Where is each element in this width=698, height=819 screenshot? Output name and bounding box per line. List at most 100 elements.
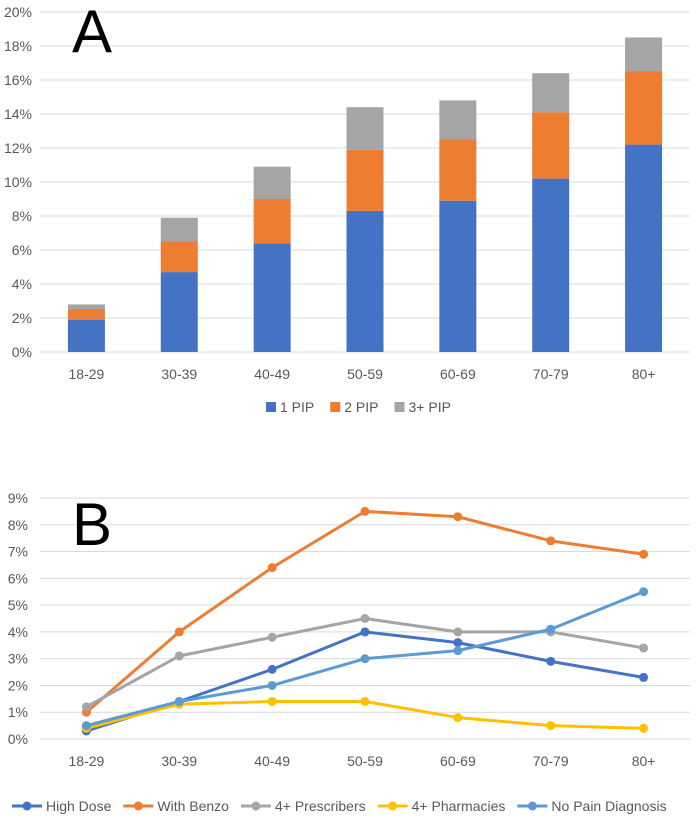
point-4-prescribers-50-59 bbox=[360, 614, 370, 623]
point-4-pharmacies-80+ bbox=[639, 723, 649, 733]
bar-3-pip-60-69 bbox=[439, 100, 477, 140]
chart-b-legend-label: 4+ Pharmacies bbox=[412, 798, 506, 814]
bar-3-pip-30-39 bbox=[160, 217, 198, 242]
chart-b-x-tick-label: 18-29 bbox=[69, 753, 105, 769]
chart-b-y-tick-label: 1% bbox=[8, 704, 28, 720]
chart-b-legend-label: High Dose bbox=[46, 798, 112, 814]
point-high-dose-60-69 bbox=[453, 638, 463, 648]
chart-a-x-tick-label: 40-49 bbox=[254, 366, 290, 382]
line-high-dose bbox=[85, 630, 644, 733]
bar-1-pip-50-59 bbox=[346, 210, 384, 352]
chart-b-y-tick-label: 7% bbox=[8, 544, 28, 560]
chart-a-legend: 1 PIP 2 PIP 3+ PIP bbox=[266, 399, 451, 415]
chart-b-x-tick-label: 40-49 bbox=[254, 753, 290, 769]
chart-a-x-tick-label: 50-59 bbox=[347, 366, 383, 382]
bar-1-pip-18-29 bbox=[67, 319, 105, 352]
chart-b-x-tick-labels: 18-29 30-39 40-49 50-59 60-69 70-79 80+ bbox=[69, 753, 656, 769]
point-high-dose-50-59 bbox=[360, 627, 370, 637]
point-high-dose-70-79 bbox=[546, 656, 556, 666]
bar-1-pip-40-49 bbox=[253, 243, 291, 352]
point-with-benzo-70-79 bbox=[546, 536, 556, 546]
chart-b-legend-marker bbox=[251, 801, 261, 811]
chart-a-x-tick-label: 60-69 bbox=[440, 366, 476, 382]
chart-b-x-tick-label: 60-69 bbox=[440, 753, 476, 769]
chart-a-y-tick-label: 18% bbox=[4, 38, 32, 54]
chart-b-y-tick-label: 8% bbox=[8, 517, 28, 533]
point-no-pain-diagnosis-40-49 bbox=[267, 680, 277, 690]
chart-b-y-tick-label: 0% bbox=[8, 731, 28, 747]
point-with-benzo-60-69 bbox=[453, 512, 463, 522]
chart-b-legend: High Dose With Benzo 4+ Prescribers 4+ Phar… bbox=[12, 798, 667, 814]
point-no-pain-diagnosis-60-69 bbox=[453, 646, 463, 656]
point-no-pain-diagnosis-30-39 bbox=[174, 697, 184, 707]
chart-a-legend-label: 3+ PIP bbox=[409, 399, 451, 415]
chart-a-y-tick-label: 0% bbox=[12, 344, 32, 360]
chart-a-panel-label: A bbox=[72, 0, 112, 65]
chart-b-y-tick-label: 3% bbox=[8, 651, 28, 667]
chart-b-legend-label: With Benzo bbox=[157, 798, 229, 814]
chart-b-legend-label: No Pain Diagnosis bbox=[551, 798, 666, 814]
point-with-benzo-40-49 bbox=[267, 563, 277, 573]
bar-2-pip-40-49 bbox=[253, 199, 291, 244]
point-4-pharmacies-70-79 bbox=[546, 721, 556, 731]
chart-a-legend-label: 1 PIP bbox=[280, 399, 314, 415]
chart-a-legend-label: 2 PIP bbox=[344, 399, 378, 415]
chart-b-legend-marker bbox=[388, 801, 398, 811]
bar-3-pip-70-79 bbox=[532, 73, 570, 113]
bar-1-pip-80+ bbox=[625, 144, 663, 352]
chart-b-y-tick-label: 6% bbox=[8, 570, 28, 586]
point-no-pain-diagnosis-70-79 bbox=[546, 624, 556, 634]
point-with-benzo-30-39 bbox=[174, 627, 184, 637]
chart-b-x-tick-label: 30-39 bbox=[161, 753, 197, 769]
bar-3-pip-40-49 bbox=[253, 166, 291, 199]
point-4-prescribers-30-39 bbox=[174, 651, 184, 661]
point-4-prescribers-40-49 bbox=[267, 632, 277, 642]
chart-a-y-tick-label: 6% bbox=[12, 242, 32, 258]
point-with-benzo-80+ bbox=[639, 549, 649, 559]
point-4-pharmacies-50-59 bbox=[360, 697, 370, 707]
chart-b-y-tick-label: 4% bbox=[8, 624, 28, 640]
chart-b-series-lines bbox=[81, 506, 649, 736]
chart-a-bars bbox=[67, 37, 663, 352]
chart-b-y-tick-label: 2% bbox=[8, 677, 28, 693]
point-4-pharmacies-60-69 bbox=[453, 713, 463, 723]
chart-a-legend-swatch bbox=[266, 402, 276, 412]
chart-a-x-tick-labels: 18-29 30-39 40-49 50-59 60-69 70-79 80+ bbox=[69, 366, 656, 382]
chart-b-panel-label: B bbox=[72, 491, 112, 558]
chart-b-x-tick-label: 50-59 bbox=[347, 753, 383, 769]
chart-a-x-tick-label: 18-29 bbox=[69, 366, 105, 382]
chart-a-y-tick-label: 8% bbox=[12, 208, 32, 224]
chart-b-x-tick-label: 70-79 bbox=[533, 753, 569, 769]
point-4-prescribers-80+ bbox=[639, 643, 649, 653]
chart-b-legend-marker bbox=[527, 801, 537, 811]
chart-a-x-tick-label: 30-39 bbox=[161, 366, 197, 382]
chart-b-legend-label: 4+ Prescribers bbox=[275, 798, 366, 814]
bar-2-pip-18-29 bbox=[67, 309, 105, 320]
point-no-pain-diagnosis-80+ bbox=[639, 587, 649, 597]
chart-b-x-tick-label: 80+ bbox=[632, 753, 656, 769]
point-high-dose-40-49 bbox=[267, 664, 277, 674]
bar-2-pip-30-39 bbox=[160, 241, 198, 273]
bar-3-pip-18-29 bbox=[67, 304, 105, 310]
chart-b-legend-marker bbox=[133, 801, 143, 811]
chart-a-y-tick-label: 10% bbox=[4, 174, 32, 190]
point-4-prescribers-18-29 bbox=[81, 702, 91, 712]
chart-a-y-tick-label: 14% bbox=[4, 106, 32, 122]
chart-a-stacked-bar: 0% 2% 4% 6% 8% 10% 12% 14% 16% 18% 20% 18-29 30-39 4… bbox=[4, 0, 690, 415]
bar-2-pip-50-59 bbox=[346, 149, 384, 211]
point-no-pain-diagnosis-18-29 bbox=[81, 721, 91, 731]
point-high-dose-80+ bbox=[639, 672, 649, 682]
chart-a-y-tick-label: 16% bbox=[4, 72, 32, 88]
chart-b-gridlines bbox=[40, 497, 690, 740]
point-4-pharmacies-40-49 bbox=[267, 697, 277, 707]
chart-a-y-tick-label: 12% bbox=[4, 140, 32, 156]
bar-1-pip-60-69 bbox=[439, 200, 477, 352]
point-with-benzo-50-59 bbox=[360, 506, 370, 516]
chart-a-legend-swatch bbox=[394, 402, 405, 412]
chart-a-legend-swatch bbox=[330, 402, 341, 412]
chart-a-y-tick-labels: 0% 2% 4% 6% 8% 10% 12% 14% 16% 18% 20% bbox=[4, 4, 32, 360]
chart-b-y-tick-label: 9% bbox=[8, 490, 28, 506]
chart-a-y-tick-label: 4% bbox=[12, 276, 32, 292]
point-no-pain-diagnosis-50-59 bbox=[360, 654, 370, 664]
bar-1-pip-30-39 bbox=[160, 272, 198, 352]
